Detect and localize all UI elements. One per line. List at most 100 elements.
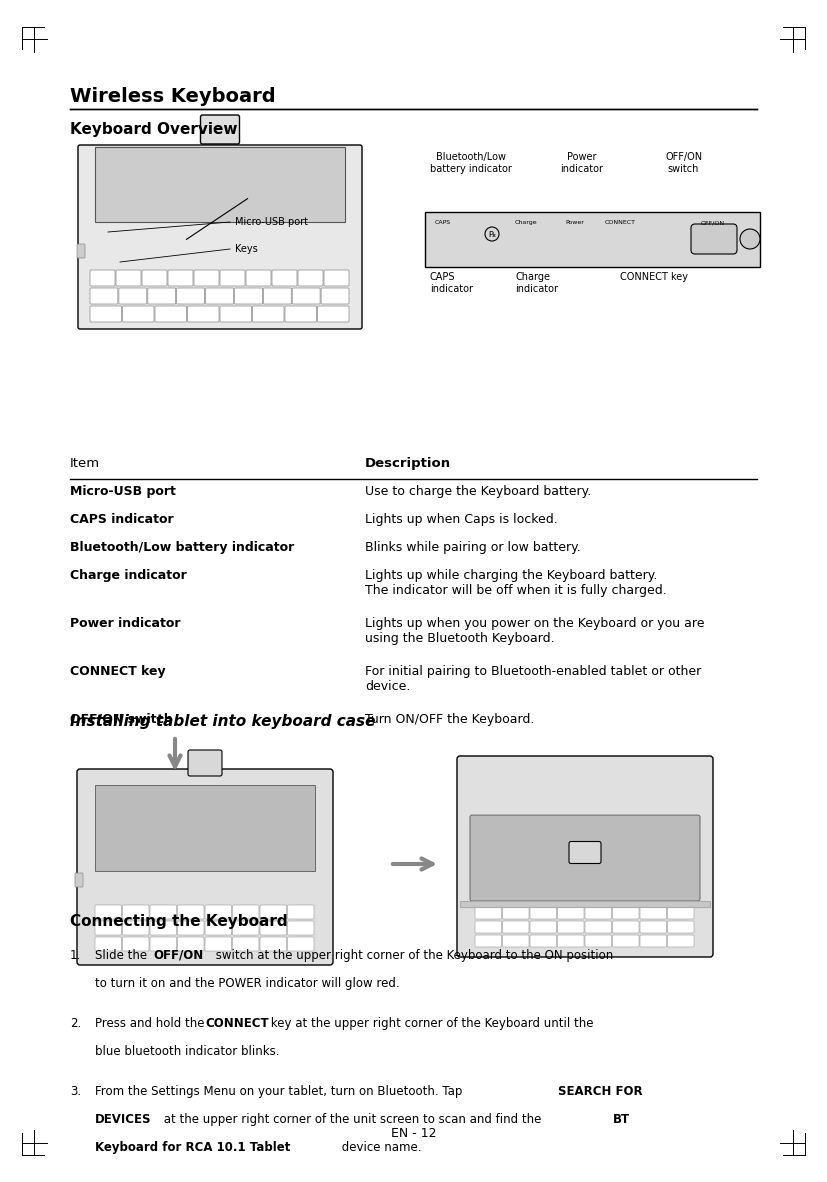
FancyBboxPatch shape [205, 937, 232, 952]
FancyBboxPatch shape [90, 288, 118, 304]
Text: 1.: 1. [70, 949, 81, 962]
FancyBboxPatch shape [95, 905, 122, 918]
Text: CAPS: CAPS [435, 220, 451, 225]
FancyBboxPatch shape [177, 288, 204, 304]
FancyBboxPatch shape [667, 907, 694, 918]
FancyBboxPatch shape [260, 905, 286, 918]
Text: CAPS indicator: CAPS indicator [70, 513, 174, 526]
Text: 2.: 2. [70, 1017, 81, 1030]
FancyBboxPatch shape [75, 873, 83, 886]
FancyBboxPatch shape [640, 935, 667, 947]
FancyBboxPatch shape [78, 145, 362, 329]
Text: Micro-USB port: Micro-USB port [70, 485, 176, 498]
Text: OFF/ON
switch: OFF/ON switch [665, 152, 702, 174]
FancyBboxPatch shape [470, 816, 700, 901]
FancyBboxPatch shape [263, 288, 291, 304]
FancyBboxPatch shape [260, 921, 286, 935]
Text: Wireless Keyboard: Wireless Keyboard [70, 87, 275, 106]
FancyBboxPatch shape [205, 905, 232, 918]
FancyBboxPatch shape [148, 288, 175, 304]
FancyBboxPatch shape [178, 905, 204, 918]
FancyBboxPatch shape [122, 905, 149, 918]
FancyBboxPatch shape [530, 935, 557, 947]
Text: OFF/ON switch: OFF/ON switch [70, 713, 173, 726]
Text: Blinks while pairing or low battery.: Blinks while pairing or low battery. [365, 541, 581, 554]
FancyBboxPatch shape [585, 921, 611, 933]
FancyBboxPatch shape [119, 288, 146, 304]
Text: OFF/ON: OFF/ON [153, 949, 203, 962]
FancyBboxPatch shape [530, 921, 557, 933]
Text: to turn it on and the POWER indicator will glow red.: to turn it on and the POWER indicator wi… [95, 978, 399, 991]
Text: switch at the upper right corner of the Keyboard to the ON position: switch at the upper right corner of the … [212, 949, 614, 962]
FancyBboxPatch shape [200, 115, 240, 144]
FancyBboxPatch shape [460, 901, 710, 907]
FancyBboxPatch shape [232, 905, 259, 918]
FancyBboxPatch shape [503, 921, 529, 933]
FancyBboxPatch shape [234, 288, 262, 304]
Text: CONNECT key: CONNECT key [70, 665, 165, 678]
FancyBboxPatch shape [288, 921, 314, 935]
Text: DEVICES: DEVICES [95, 1113, 151, 1126]
FancyBboxPatch shape [321, 288, 349, 304]
Text: Turn ON/OFF the Keyboard.: Turn ON/OFF the Keyboard. [365, 713, 534, 726]
Text: Lights up when Caps is locked.: Lights up when Caps is locked. [365, 513, 557, 526]
FancyBboxPatch shape [232, 937, 259, 952]
FancyBboxPatch shape [667, 935, 694, 947]
FancyBboxPatch shape [232, 921, 259, 935]
Text: EN - 12: EN - 12 [390, 1126, 437, 1139]
Text: Keys: Keys [235, 243, 258, 254]
FancyBboxPatch shape [150, 937, 176, 952]
FancyBboxPatch shape [150, 921, 176, 935]
Text: Micro-USB port: Micro-USB port [235, 217, 308, 227]
FancyBboxPatch shape [122, 306, 154, 322]
FancyBboxPatch shape [178, 937, 204, 952]
FancyBboxPatch shape [288, 905, 314, 918]
Text: 3.: 3. [70, 1085, 81, 1098]
Text: Charge
indicator: Charge indicator [515, 272, 558, 293]
Text: Description: Description [365, 457, 451, 470]
FancyBboxPatch shape [285, 306, 317, 322]
Text: Keyboard Overview: Keyboard Overview [70, 122, 237, 137]
Text: Use to charge the Keyboard battery.: Use to charge the Keyboard battery. [365, 485, 591, 498]
Text: Installing tablet into keyboard case: Installing tablet into keyboard case [70, 714, 375, 729]
Text: ℞: ℞ [488, 229, 495, 239]
FancyBboxPatch shape [150, 905, 176, 918]
FancyBboxPatch shape [142, 269, 167, 286]
FancyBboxPatch shape [298, 269, 323, 286]
FancyBboxPatch shape [585, 935, 611, 947]
FancyBboxPatch shape [569, 842, 601, 864]
FancyBboxPatch shape [613, 907, 639, 918]
Text: CONNECT: CONNECT [205, 1017, 269, 1030]
Text: Connecting the Keyboard: Connecting the Keyboard [70, 914, 288, 929]
FancyBboxPatch shape [557, 935, 584, 947]
Text: CONNECT key: CONNECT key [620, 272, 688, 282]
FancyBboxPatch shape [475, 935, 501, 947]
FancyBboxPatch shape [246, 269, 271, 286]
Text: CAPS
indicator: CAPS indicator [430, 272, 473, 293]
FancyBboxPatch shape [95, 921, 122, 935]
Text: Lights up when you power on the Keyboard or you are
using the Bluetooth Keyboard: Lights up when you power on the Keyboard… [365, 617, 705, 645]
FancyBboxPatch shape [220, 269, 245, 286]
FancyBboxPatch shape [667, 921, 694, 933]
FancyBboxPatch shape [155, 306, 187, 322]
Text: CONNECT: CONNECT [605, 220, 636, 225]
FancyBboxPatch shape [178, 921, 204, 935]
Text: From the Settings Menu on your tablet, turn on Bluetooth. Tap: From the Settings Menu on your tablet, t… [95, 1085, 466, 1098]
Text: SEARCH FOR: SEARCH FOR [558, 1085, 643, 1098]
FancyBboxPatch shape [457, 756, 713, 957]
FancyBboxPatch shape [530, 907, 557, 918]
Text: Lights up while charging the Keyboard battery.
The indicator will be off when it: Lights up while charging the Keyboard ba… [365, 569, 667, 597]
FancyBboxPatch shape [503, 907, 529, 918]
Text: Keyboard for RCA 10.1 Tablet: Keyboard for RCA 10.1 Tablet [95, 1141, 290, 1154]
FancyBboxPatch shape [585, 907, 611, 918]
Text: Bluetooth/Low
battery indicator: Bluetooth/Low battery indicator [430, 152, 512, 174]
FancyBboxPatch shape [205, 921, 232, 935]
Text: Charge: Charge [515, 220, 538, 225]
FancyBboxPatch shape [318, 306, 349, 322]
Text: Item: Item [70, 457, 100, 470]
FancyBboxPatch shape [503, 935, 529, 947]
FancyBboxPatch shape [640, 921, 667, 933]
FancyBboxPatch shape [194, 269, 219, 286]
FancyBboxPatch shape [640, 907, 667, 918]
FancyBboxPatch shape [77, 243, 85, 258]
